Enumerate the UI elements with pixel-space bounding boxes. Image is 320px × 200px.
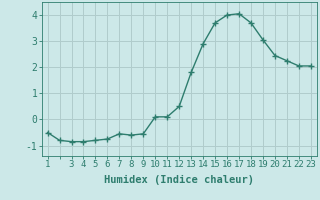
X-axis label: Humidex (Indice chaleur): Humidex (Indice chaleur) bbox=[104, 175, 254, 185]
